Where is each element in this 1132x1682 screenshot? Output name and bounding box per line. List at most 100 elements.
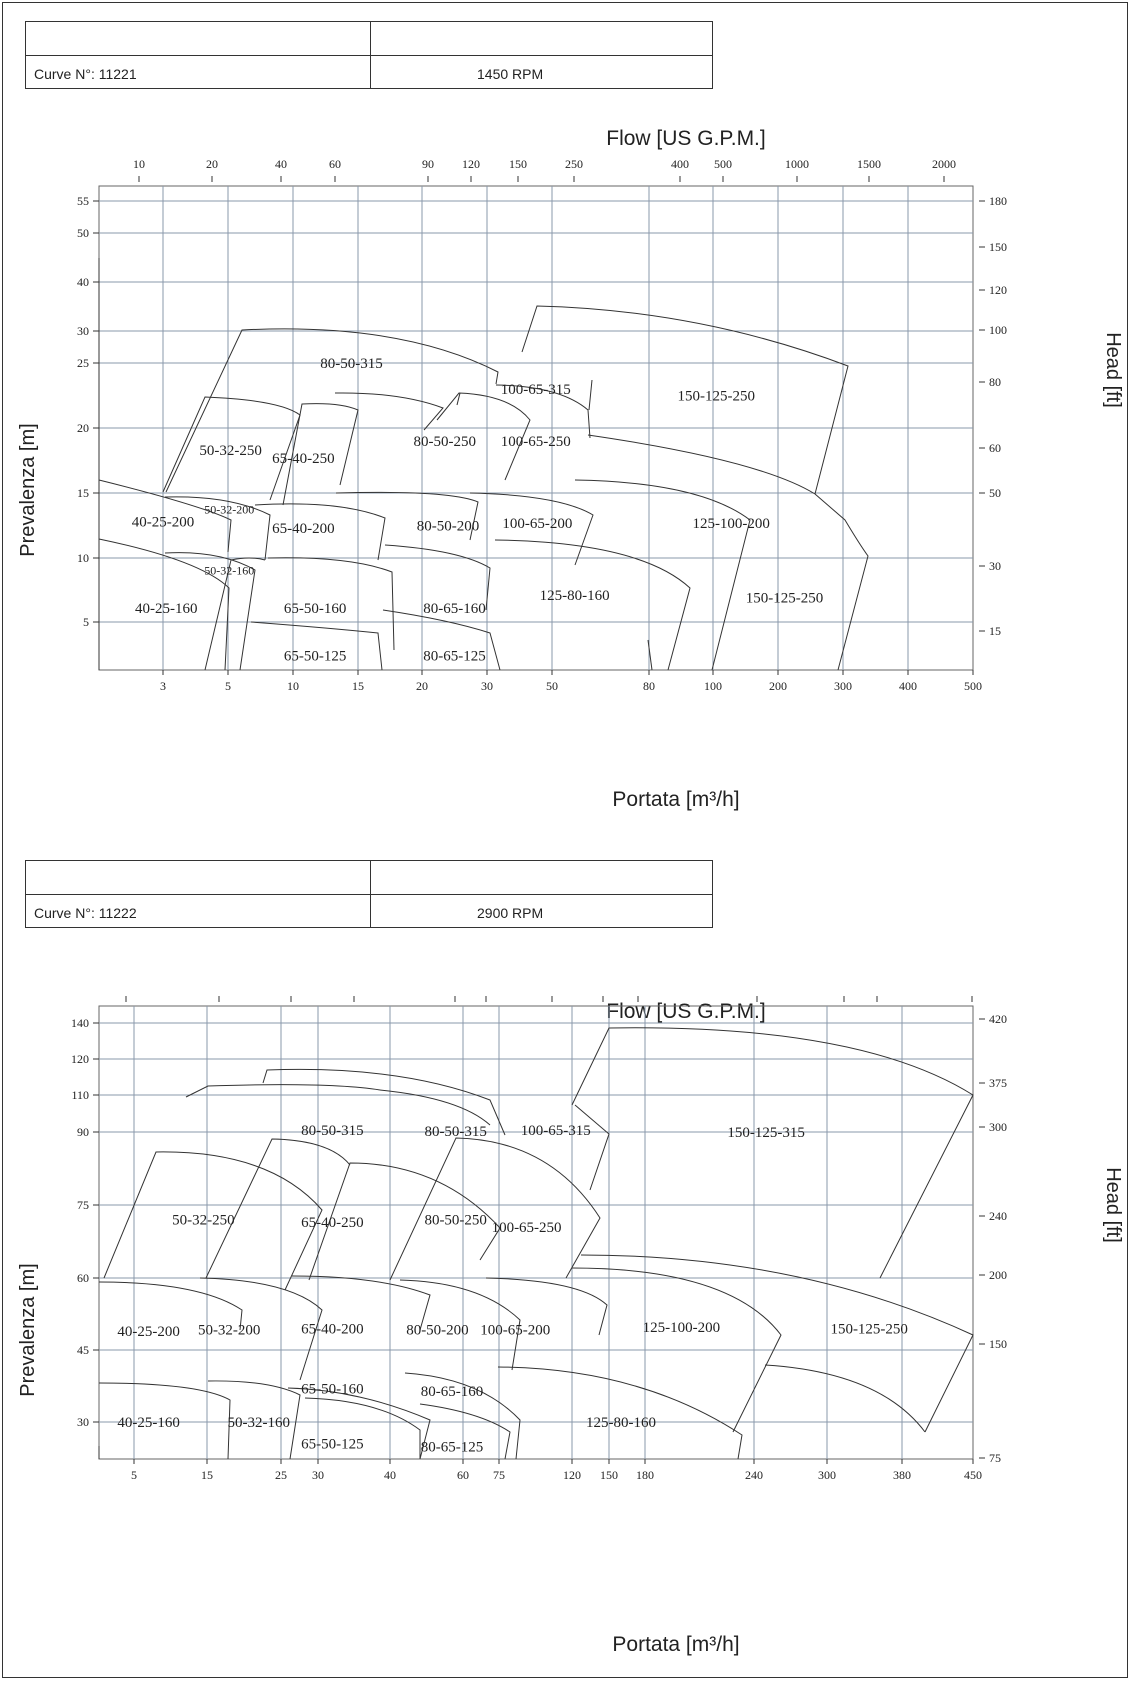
header-divider bbox=[26, 55, 712, 56]
pump-model-label: 80-50-315 bbox=[320, 356, 383, 372]
curve-header-1450: Curve N°: 11221 1450 RPM bbox=[25, 21, 713, 89]
top-tick-label: 300 bbox=[477, 990, 495, 991]
right-tick-label: 180 bbox=[989, 194, 1007, 208]
pump-model-label: 125-80-160 bbox=[586, 1415, 656, 1431]
pump-curve bbox=[404, 1372, 521, 1460]
x-tick-label: 100 bbox=[704, 679, 722, 693]
top-tick-label: 10 bbox=[133, 157, 145, 171]
top-tick-label: 400 bbox=[671, 157, 689, 171]
pump-model-label: 80-50-250 bbox=[424, 1213, 487, 1229]
top-tick-label: 60 bbox=[329, 157, 341, 171]
pump-curve bbox=[574, 479, 751, 671]
pump-model-label: 125-80-160 bbox=[540, 588, 610, 604]
top-tick-label: 1350 bbox=[832, 990, 856, 991]
top-tick-label: 450 bbox=[543, 990, 561, 991]
x-tick-label: 240 bbox=[745, 1468, 763, 1482]
x-tick-label: 5 bbox=[131, 1468, 137, 1482]
pump-curve bbox=[335, 491, 479, 541]
pump-model-label: 50-32-160 bbox=[228, 1415, 291, 1431]
pump-model-label: 80-50-200 bbox=[406, 1322, 469, 1338]
pump-model-label: 150-125-250 bbox=[830, 1321, 908, 1337]
top-tick-label: 225 bbox=[446, 990, 464, 991]
right-tick-label: 50 bbox=[989, 486, 1001, 500]
pump-model-label: 50-32-250 bbox=[199, 443, 262, 459]
right-tick-label: 300 bbox=[989, 1120, 1007, 1134]
pump-model-label: 65-40-250 bbox=[301, 1215, 364, 1231]
curve-number: Curve N°: 11222 bbox=[34, 905, 137, 921]
pump-model-label: 65-50-160 bbox=[284, 601, 347, 617]
pump-model-label: 50-32-160 bbox=[204, 564, 254, 578]
y-tick-label: 40 bbox=[77, 275, 89, 289]
pump-model-label: 50-32-200 bbox=[204, 503, 254, 517]
y-tick-label: 120 bbox=[71, 1052, 89, 1066]
pump-curve bbox=[382, 609, 501, 671]
pump-curve bbox=[98, 1281, 243, 1331]
y-tick-label: 140 bbox=[71, 1016, 89, 1030]
top-tick-label: 500 bbox=[714, 157, 732, 171]
pump-curve bbox=[199, 1277, 323, 1381]
x-tick-label: 450 bbox=[964, 1468, 982, 1482]
pump-model-label: 150-125-315 bbox=[727, 1125, 805, 1141]
x-tick-label: 150 bbox=[600, 1468, 618, 1482]
right-tick-label: 15 bbox=[989, 624, 1001, 638]
pump-model-label: 80-50-250 bbox=[414, 434, 477, 450]
x-tick-label: 380 bbox=[893, 1468, 911, 1482]
pump-model-label: 100-65-315 bbox=[501, 382, 571, 398]
x-tick-label: 75 bbox=[493, 1468, 505, 1482]
x-tick-label: 15 bbox=[201, 1468, 213, 1482]
pump-model-label: 65-40-250 bbox=[272, 451, 335, 467]
top-tick-label: 1000 bbox=[785, 157, 809, 171]
pump-curve bbox=[162, 396, 301, 501]
y-tick-label: 10 bbox=[77, 551, 89, 565]
plot-area bbox=[98, 1005, 974, 1460]
top-tick-label: 30 bbox=[120, 990, 132, 991]
right-tick-label: 150 bbox=[989, 240, 1007, 254]
pump-curve bbox=[580, 1254, 974, 1433]
x-tick-label: 500 bbox=[964, 679, 982, 693]
pump-curve bbox=[204, 557, 266, 671]
x-tick-label: 300 bbox=[834, 679, 852, 693]
x-tick-label: 180 bbox=[636, 1468, 654, 1482]
pump-curve bbox=[574, 1104, 610, 1191]
x-tick-label: 300 bbox=[818, 1468, 836, 1482]
pump-curve bbox=[98, 479, 232, 553]
pump-curve bbox=[334, 392, 444, 431]
x-tick-label: 10 bbox=[287, 679, 299, 693]
flow-axis-title: Flow [US G.P.M.] bbox=[606, 127, 765, 150]
y-tick-label: 30 bbox=[77, 324, 89, 338]
pump-curve bbox=[456, 392, 461, 406]
prevalenza-axis-title: Prevalenza [m] bbox=[17, 1263, 39, 1396]
pump-curve bbox=[164, 552, 256, 671]
pump-curve bbox=[291, 1275, 431, 1331]
performance-chart-1450: Flow [US G.P.M.] Portata [m³/h] Prevalen… bbox=[17, 127, 1124, 811]
portata-axis-title: Portata [m³/h] bbox=[612, 1633, 739, 1656]
pump-curve bbox=[419, 1403, 511, 1460]
pump-curve bbox=[250, 621, 383, 671]
header-divider bbox=[370, 22, 371, 88]
prevalenza-axis-title: Prevalenza [m] bbox=[17, 423, 39, 556]
y-tick-label: 55 bbox=[77, 194, 89, 208]
pump-curve bbox=[497, 1366, 743, 1460]
y-tick-label: 25 bbox=[77, 356, 89, 370]
head-axis-title: Head [ft] bbox=[1102, 332, 1124, 408]
x-tick-label: 400 bbox=[899, 679, 917, 693]
x-tick-label: 50 bbox=[546, 679, 558, 693]
x-tick-label: 200 bbox=[769, 679, 787, 693]
y-tick-label: 5 bbox=[83, 615, 89, 629]
pump-model-label: 80-65-160 bbox=[423, 601, 486, 617]
pump-model-label: 40-25-200 bbox=[132, 515, 195, 531]
pump-model-label: 100-65-200 bbox=[480, 1322, 550, 1338]
pump-curve bbox=[164, 496, 271, 561]
top-tick-label: 120 bbox=[462, 157, 480, 171]
pump-curve bbox=[165, 328, 499, 493]
top-tick-label: 150 bbox=[509, 157, 527, 171]
pump-curve bbox=[469, 492, 594, 566]
head-axis-title: Head [ft] bbox=[1102, 1167, 1124, 1243]
right-tick-label: 240 bbox=[989, 1209, 1007, 1223]
pump-curve bbox=[379, 1089, 491, 1126]
pump-curve bbox=[287, 1387, 431, 1460]
pump-model-label: 100-65-250 bbox=[492, 1220, 562, 1236]
pump-curve bbox=[571, 1027, 974, 1279]
x-tick-label: 30 bbox=[481, 679, 493, 693]
pump-model-label: 65-50-125 bbox=[284, 649, 347, 665]
